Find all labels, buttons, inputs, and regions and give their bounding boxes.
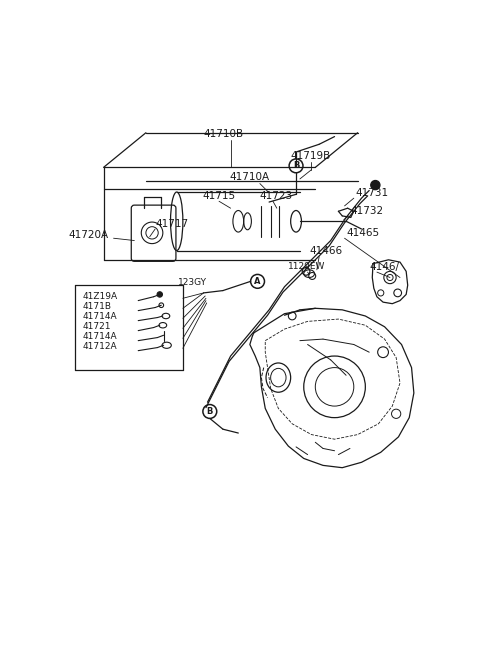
- Text: 41720A: 41720A: [69, 230, 109, 240]
- Text: B: B: [293, 162, 299, 170]
- Text: 41712A: 41712A: [83, 342, 118, 351]
- Text: 41710A: 41710A: [229, 172, 269, 183]
- Text: 41719B: 41719B: [291, 151, 331, 161]
- Text: 41466: 41466: [309, 246, 342, 256]
- Text: 41731: 41731: [355, 188, 388, 198]
- Text: A: A: [254, 277, 261, 286]
- Text: 41721: 41721: [83, 323, 111, 331]
- Text: 41710B: 41710B: [204, 129, 244, 139]
- Text: 41714A: 41714A: [83, 312, 118, 321]
- Text: 41732: 41732: [350, 206, 383, 215]
- Text: 41715: 41715: [202, 191, 235, 201]
- Text: 1129EW: 1129EW: [288, 262, 326, 271]
- Text: 41714A: 41714A: [83, 332, 118, 341]
- Text: 4171B: 4171B: [83, 302, 112, 311]
- Text: 41717: 41717: [156, 219, 189, 229]
- Text: 4146/: 4146/: [369, 261, 399, 272]
- Text: 41723: 41723: [259, 191, 292, 201]
- Circle shape: [157, 292, 162, 297]
- Text: B: B: [206, 407, 213, 416]
- Text: 123GY: 123GY: [178, 279, 207, 287]
- Text: 41465: 41465: [346, 228, 379, 238]
- Circle shape: [371, 181, 380, 190]
- Text: 41Z19A: 41Z19A: [83, 292, 118, 302]
